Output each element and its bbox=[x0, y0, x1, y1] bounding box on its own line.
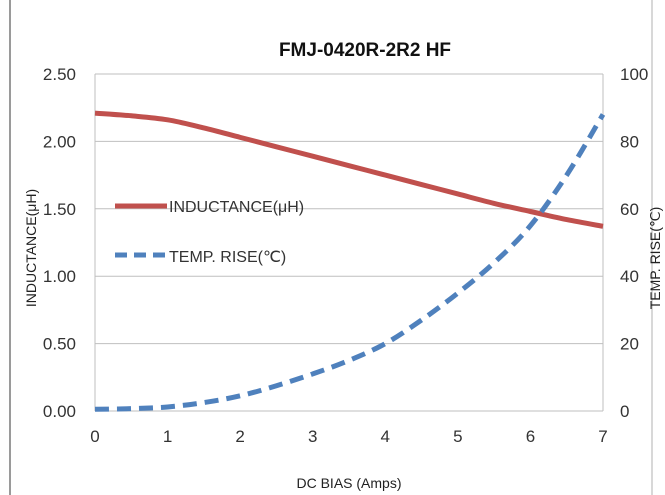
right-y-tick-label: 0 bbox=[620, 402, 629, 421]
x-tick-label: 2 bbox=[235, 427, 244, 446]
chart-title: FMJ-0420R-2R2 HF bbox=[279, 40, 451, 61]
right-y-tick-label: 60 bbox=[620, 200, 639, 219]
x-tick-label: 3 bbox=[308, 427, 317, 446]
left-y-tick-label: 0.00 bbox=[43, 402, 76, 421]
right-y-tick-label: 40 bbox=[620, 267, 639, 286]
left-y-tick-label: 0.50 bbox=[43, 335, 76, 354]
x-tick-label: 6 bbox=[526, 427, 535, 446]
tick-labels: 0.00 0.50 1.00 1.50 2.00 2.50 0 20 40 60 80 100 0 1 2 3… bbox=[43, 65, 648, 446]
grid-lines bbox=[94, 73, 604, 412]
x-tick-label: 5 bbox=[453, 427, 462, 446]
x-axis-title: DC BIAS (Amps) bbox=[296, 475, 401, 491]
right-y-tick-label: 80 bbox=[620, 132, 639, 151]
legend: INDUCTANCE(μH) TEMP. RISE(℃) bbox=[115, 199, 304, 266]
legend-label-temp-rise: TEMP. RISE(℃) bbox=[169, 249, 286, 266]
legend-label-inductance: INDUCTANCE(μH) bbox=[169, 199, 304, 216]
left-y-tick-label: 2.00 bbox=[43, 132, 76, 151]
x-tick-label: 7 bbox=[598, 427, 607, 446]
series-lines bbox=[94, 110, 606, 412]
left-y-tick-label: 2.50 bbox=[43, 65, 76, 84]
left-y-tick-label: 1.00 bbox=[43, 267, 76, 286]
x-tick-label: 1 bbox=[163, 427, 172, 446]
left-axis-title: INDUCTANCE(μH) bbox=[23, 189, 39, 307]
series-line-inductance bbox=[94, 110, 604, 229]
left-y-tick-label: 1.50 bbox=[43, 200, 76, 219]
right-y-tick-label: 100 bbox=[620, 65, 648, 84]
right-y-tick-label: 20 bbox=[620, 335, 639, 354]
x-tick-label: 0 bbox=[90, 427, 99, 446]
x-tick-label: 4 bbox=[381, 427, 390, 446]
right-axis-title: TEMP. RISE(℃) bbox=[647, 207, 663, 310]
